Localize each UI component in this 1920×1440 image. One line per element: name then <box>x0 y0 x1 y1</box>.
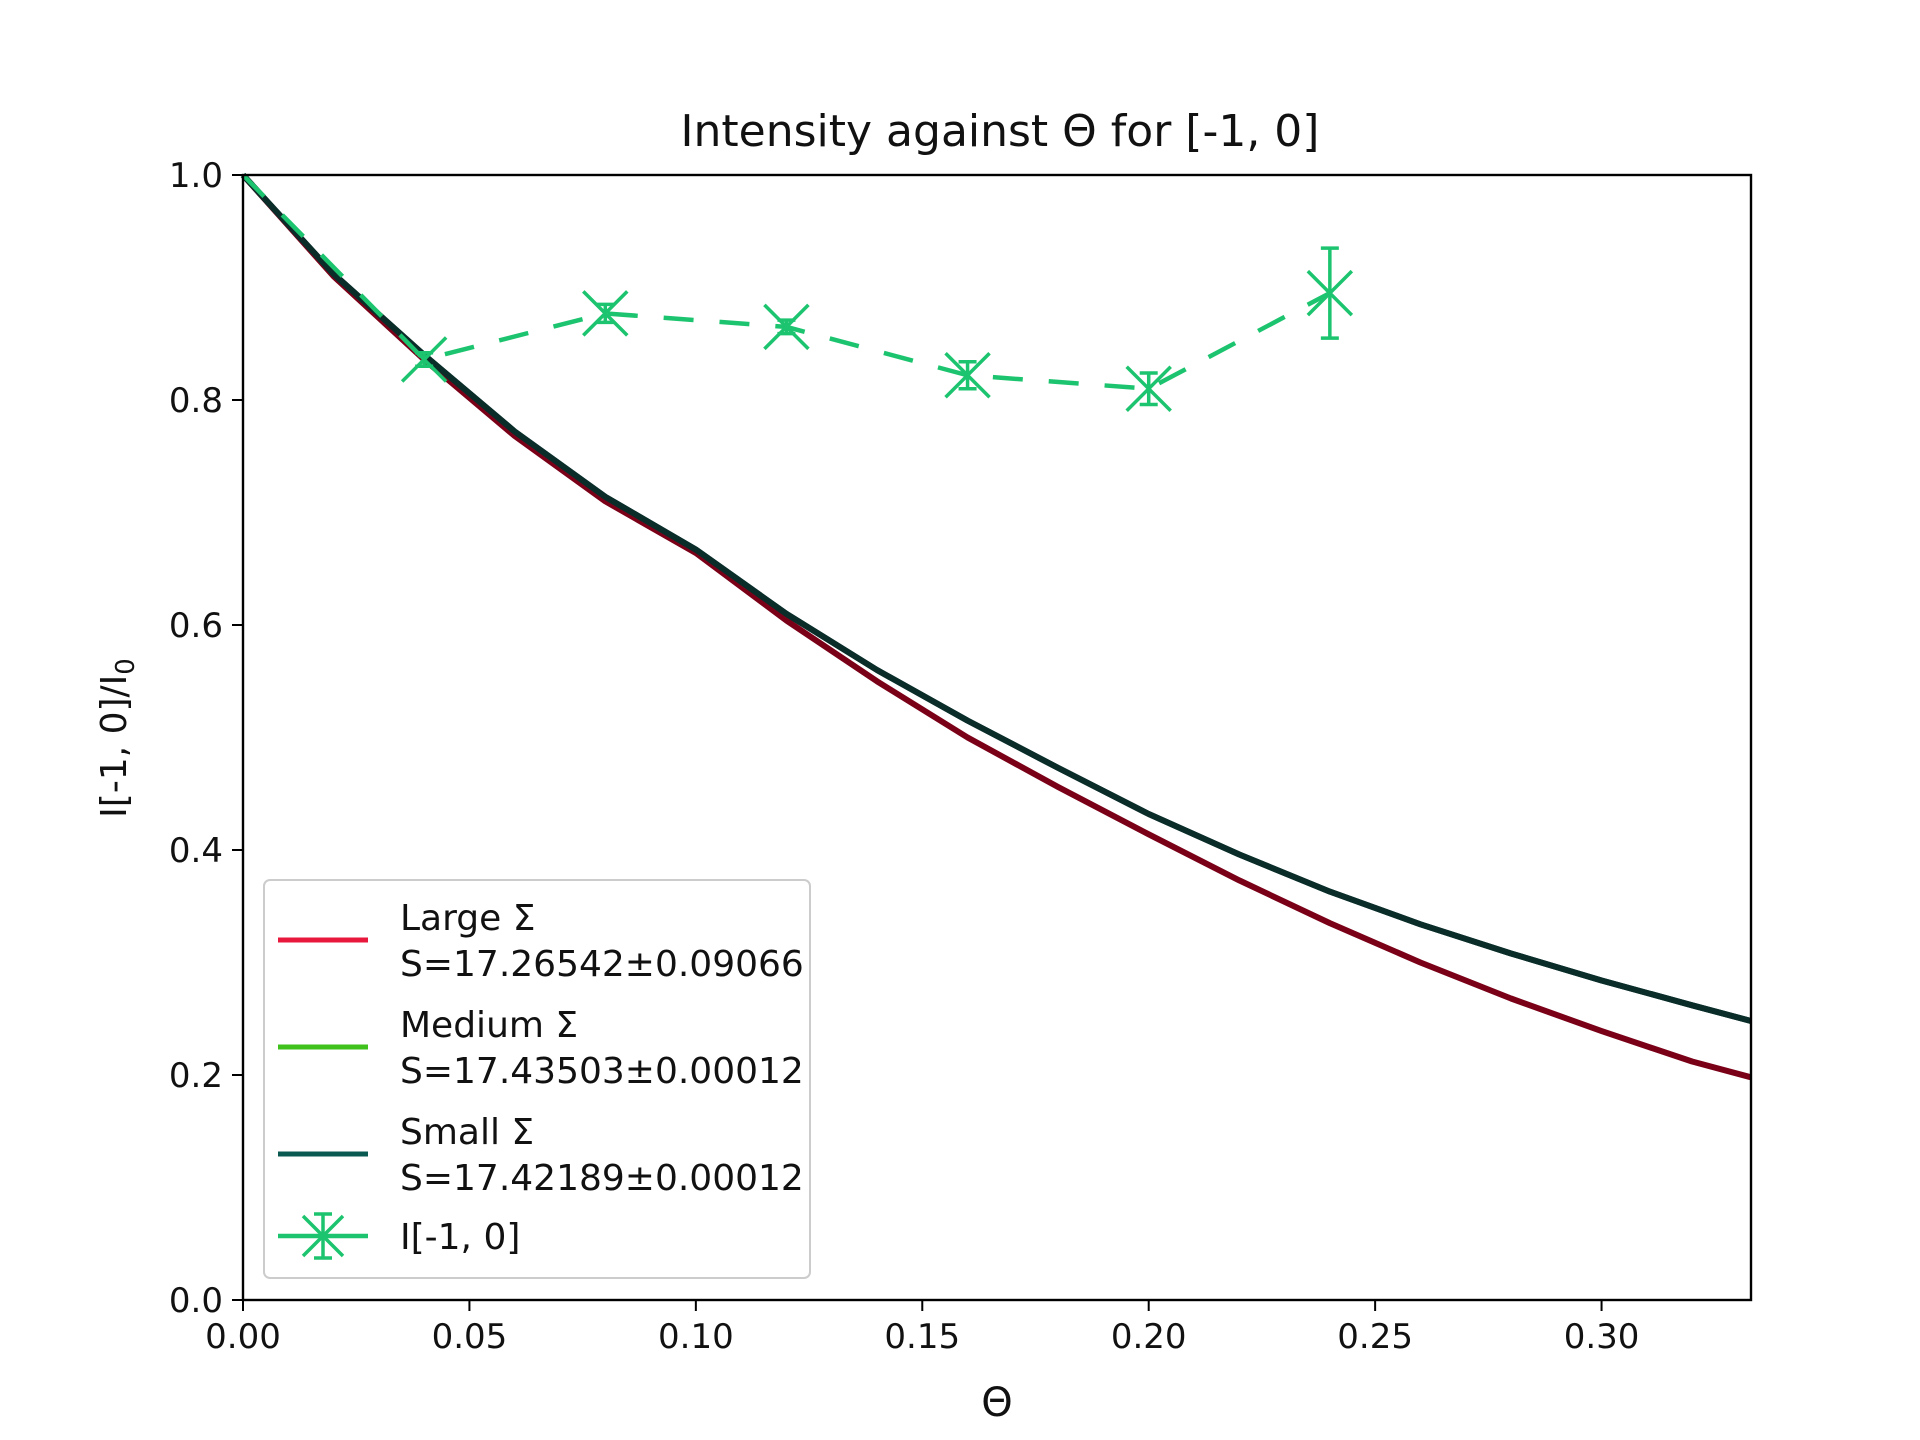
y-axis-label-subscript: 0 <box>111 658 141 675</box>
legend-label: Medium Σ <box>400 1005 578 1046</box>
x-marker <box>944 352 991 399</box>
curve-small <box>240 172 1752 1024</box>
measured-point <box>1125 365 1172 412</box>
legend-item-large: Large Σ S=17.26542±0.09066 <box>278 898 804 985</box>
x-marker <box>1125 365 1172 412</box>
x-tick-label: 0.10 <box>658 1317 734 1357</box>
measured-point <box>582 290 629 337</box>
legend-fit-value: S=17.42189±0.00012 <box>400 1158 804 1199</box>
plot-area <box>240 172 1752 1081</box>
legend: Large Σ S=17.26542±0.09066 Medium Σ S=17.43… <box>263 879 811 1279</box>
chart-title: Intensity against Θ for [-1, 0] <box>681 106 1320 157</box>
x-marker <box>1306 269 1354 317</box>
x-tick-label: 0.20 <box>1111 1317 1187 1357</box>
legend-item-small: Small Σ S=17.42189±0.00012 <box>278 1112 804 1199</box>
legend-label: I[-1, 0] <box>400 1217 520 1258</box>
y-tick-label: 0.6 <box>169 606 223 646</box>
y-axis-label: I[-1, 0]/I0 <box>94 658 141 818</box>
measured-point <box>1306 246 1354 340</box>
legend-fit-value: S=17.26542±0.09066 <box>400 944 804 985</box>
x-tick-label: 0.30 <box>1564 1317 1640 1357</box>
x-tick-label: 0.00 <box>205 1317 281 1357</box>
x-marker <box>400 336 448 383</box>
legend-item-medium: Medium Σ S=17.43503±0.00012 <box>278 1005 804 1092</box>
measured-point <box>400 336 448 383</box>
x-tick-label: 0.25 <box>1337 1317 1413 1357</box>
legend-fit-value: S=17.43503±0.00012 <box>400 1051 804 1092</box>
legend-label: Small Σ <box>400 1112 534 1153</box>
x-tick-label: 0.05 <box>432 1317 508 1357</box>
x-marker <box>763 303 810 351</box>
axes-frame <box>241 173 1753 1302</box>
y-tick-label: 1.0 <box>169 156 223 196</box>
x-tick-label: 0.15 <box>884 1317 960 1357</box>
y-axis-ticks: 0.0 0.2 0.4 0.6 0.8 1.0 <box>169 156 243 1321</box>
y-axis-label-main: I[-1, 0]/I <box>94 675 135 818</box>
legend-label: Large Σ <box>400 898 535 939</box>
measured-series-layer <box>241 173 1354 412</box>
y-tick-label: 0.4 <box>169 831 223 871</box>
curve-layer <box>240 172 1752 1081</box>
x-axis-label: Θ <box>981 1380 1012 1426</box>
x-marker <box>582 290 629 337</box>
curve-large <box>240 173 1752 1081</box>
x-axis-ticks: 0.00 0.05 0.10 0.15 0.20 0.25 0.30 <box>205 1300 1639 1357</box>
legend-box <box>263 879 811 1279</box>
legend-marker <box>301 1214 345 1258</box>
y-tick-label: 0.0 <box>169 1281 223 1321</box>
measured-point <box>944 352 991 399</box>
y-tick-label: 0.2 <box>169 1056 223 1096</box>
measured-point <box>763 303 810 351</box>
legend-item-measured: I[-1, 0] <box>278 1212 520 1260</box>
y-tick-label: 0.8 <box>169 381 223 421</box>
